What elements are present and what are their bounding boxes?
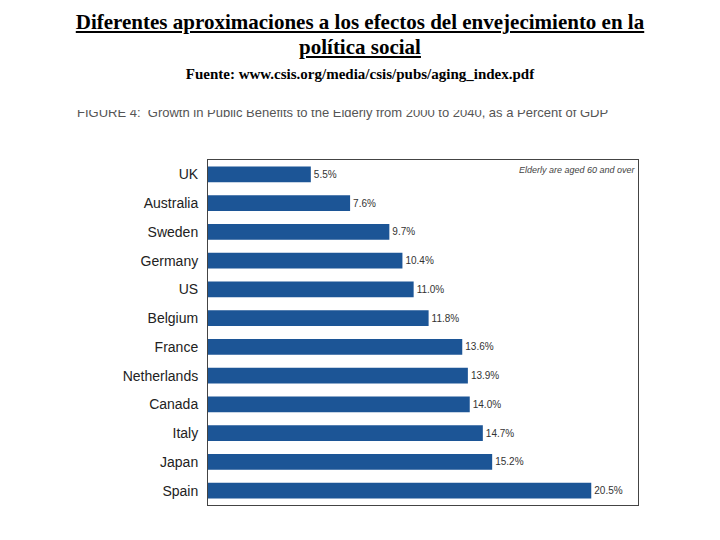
- svg-text:5.5%: 5.5%: [314, 169, 337, 180]
- html-text:Fuente: www.csis.org/media/csi: Fuente: www.csis.org/media/csis/pubs/agi…: [185, 66, 535, 82]
- svg-text:9.7%: 9.7%: [392, 226, 415, 237]
- svg-text:13.6%: 13.6%: [465, 341, 493, 352]
- svg-text:Japan: Japan: [160, 454, 198, 470]
- html-text:Diferentes aproximaciones a lo: Diferentes aproximaciones a los efectos …: [75, 10, 645, 59]
- svg-text:11.8%: 11.8%: [432, 313, 460, 324]
- svg-text:UK: UK: [179, 166, 199, 182]
- svg-text:7.6%: 7.6%: [353, 198, 376, 209]
- svg-text:Germany: Germany: [141, 253, 199, 269]
- svg-text:15.2%: 15.2%: [495, 456, 523, 467]
- svg-text:US: US: [179, 281, 198, 297]
- svg-text:10.4%: 10.4%: [405, 255, 433, 266]
- svg-text:Spain: Spain: [162, 483, 198, 499]
- svg-text:Canada: Canada: [149, 396, 198, 412]
- svg-text:FIGURE 4: Growth in Public Be: FIGURE 4: Growth in Public Benefits to t…: [77, 110, 608, 120]
- svg-text:Australia: Australia: [144, 195, 199, 211]
- svg-text:Sweden: Sweden: [148, 224, 199, 240]
- svg-text:13.9%: 13.9%: [471, 370, 499, 381]
- svg-text:Italy: Italy: [173, 425, 199, 441]
- svg-text:11.0%: 11.0%: [417, 284, 445, 295]
- svg-text:Belgium: Belgium: [148, 310, 199, 326]
- svg-text:Elderly are aged 60 and over: Elderly are aged 60 and over: [519, 165, 636, 175]
- svg-text:Netherlands: Netherlands: [123, 368, 199, 384]
- svg-text:France: France: [155, 339, 199, 355]
- svg-text:14.0%: 14.0%: [473, 399, 501, 410]
- svg-text:14.7%: 14.7%: [486, 428, 514, 439]
- svg-text:20.5%: 20.5%: [594, 485, 622, 496]
